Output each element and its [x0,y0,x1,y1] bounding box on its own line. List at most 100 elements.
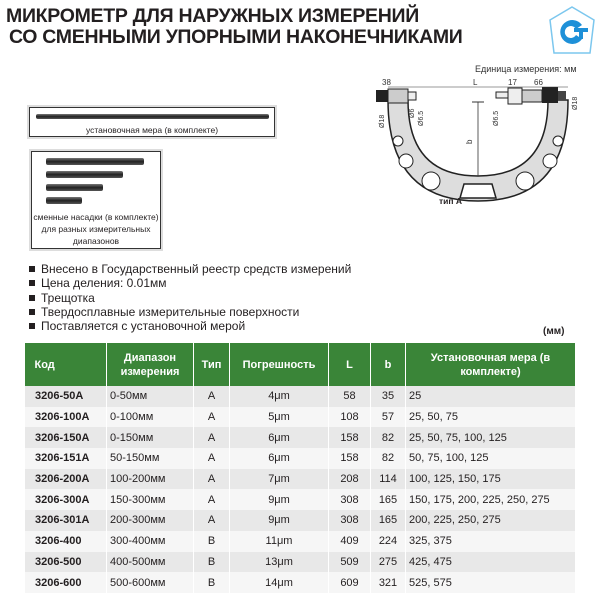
col-header: L [328,343,371,386]
table-cell: 3206-50A [24,386,107,407]
table-cell: 114 [370,468,406,490]
table-cell: 3206-200A [24,468,107,490]
table-cell: 0-50мм [106,386,194,407]
setting-rod-image: установочная мера (в комплекте) [27,105,277,139]
table-row: 3206-400 300-400мм B 11μm 409 224 325, 375 [24,530,575,552]
table-cell: 25, 50, 75, 100, 125 [405,427,575,449]
table-cell: 3206-500 [24,551,107,573]
table-cell: 150, 175, 200, 225, 250, 275 [405,489,575,511]
table-cell: A [193,510,230,531]
table-cell: 3206-151A [24,448,107,469]
table-cell: 500-600мм [106,572,194,593]
table-cell: 200-300мм [106,510,194,531]
table-cell: 150-300мм [106,489,194,511]
table-cell: 3206-300A [24,489,107,511]
gost-logo-icon [549,6,595,54]
table-cell: 4μm [229,386,329,407]
table-cell: 425, 475 [405,551,575,573]
setting-rod-caption: установочная мера (в комплекте) [85,125,219,135]
table-cell: A [193,468,230,490]
feature-item: Внесено в Государственный реестр средств… [28,262,351,276]
table-cell: 9μm [229,489,329,511]
table-cell: A [193,489,230,511]
table-row: 3206-50A 0-50мм A 4μm 58 35 25 [24,386,575,407]
table-cell: 165 [370,489,406,511]
table-cell: 158 [328,427,371,449]
table-cell: 308 [328,510,371,531]
table-cell: 509 [328,551,371,573]
table-cell: 14μm [229,572,329,593]
table-row: 3206-200A 100-200мм A 7μm 208 114 100, 125, 15… [24,468,575,490]
col-header: Код [24,343,107,386]
table-cell: 9μm [229,510,329,531]
table-cell: 82 [370,448,406,469]
table-cell: A [193,427,230,449]
table-cell: 409 [328,530,371,552]
col-header: b [370,343,406,386]
dim-38: 38 [382,78,391,87]
table-cell: 224 [370,530,406,552]
table-header-row: Код Диапазон измерения Тип Погрешность L… [24,343,575,386]
table-cell: 25, 50, 75 [405,406,575,428]
page-title: МИКРОМЕТР ДЛЯ НАРУЖНЫХ ИЗМЕРЕНИЙ СО СМЕН… [6,6,463,48]
unit-note: Единица измерения: мм [475,64,577,74]
table-cell: 525, 575 [405,572,575,593]
table-cell: 50, 75, 100, 125 [405,448,575,469]
units-label: (мм) [543,326,565,337]
table-cell: 308 [328,489,371,511]
table-cell: 300-400мм [106,530,194,552]
table-cell: B [193,551,230,573]
table-row: 3206-500 400-500мм B 13μm 509 275 425, 475 [24,551,575,573]
table-cell: 0-150мм [106,427,194,449]
table-cell: 3206-301A [24,510,107,531]
table-cell: 400-500мм [106,551,194,573]
dim-d18-left: Ø18 [379,115,386,128]
feature-list: Внесено в Государственный реестр средств… [28,262,351,333]
dim-d18-right: Ø18 [572,97,579,110]
table-cell: 13μm [229,551,329,573]
table-cell: 3206-400 [24,530,107,552]
drawing-caption: тип A [439,196,463,206]
table-cell: 6μm [229,448,329,469]
table-cell: 609 [328,572,371,593]
table-cell: A [193,386,230,407]
dim-d65-right: Ø6.5 [493,111,500,126]
table-row: 3206-301A 200-300мм A 9μm 308 165 200, 225, 25… [24,510,575,531]
table-cell: A [193,448,230,469]
table-cell: 50-150мм [106,448,194,469]
specs-table: Код Диапазон измерения Тип Погрешность L… [24,343,575,593]
table-cell: 57 [370,406,406,428]
table-cell: 158 [328,448,371,469]
table-cell: 208 [328,468,371,490]
table-cell: 0-100мм [106,406,194,428]
col-header: Диапазон измерения [106,343,194,386]
table-cell: A [193,406,230,428]
col-header: Тип [193,343,230,386]
feature-item: Поставляется с установочной мерой [28,319,351,333]
title-line-1: МИКРОМЕТР ДЛЯ НАРУЖНЫХ ИЗМЕРЕНИЙ [6,5,419,27]
dim-d65-left: Ø6.5 [418,111,425,126]
table-cell: 7μm [229,468,329,490]
dim-L: L [473,78,478,87]
table-cell: 3206-600 [24,572,107,593]
table-cell: 58 [328,386,371,407]
table-cell: 11μm [229,530,329,552]
table-cell: B [193,530,230,552]
table-cell: 82 [370,427,406,449]
table-cell: 3206-100A [24,406,107,428]
table-row: 3206-300A 150-300мм A 9μm 308 165 150, 175, 20… [24,489,575,511]
micrometer-drawing: 38 L 17 66 b Ø18 Ø6 Ø6.5 Ø6.5 Ø18 [376,78,579,202]
table-cell: 200, 225, 250, 275 [405,510,575,531]
table-row: 3206-150A 0-150мм A 6μm 158 82 25, 50, 75, 100… [24,427,575,449]
feature-item: Трещотка [28,291,351,305]
table-cell: 100-200мм [106,468,194,490]
feature-item: Цена деления: 0.01мм [28,276,351,290]
dim-17: 17 [508,78,517,87]
table-cell: 6μm [229,427,329,449]
table-row: 3206-600 500-600мм B 14μm 609 321 525, 575 [24,572,575,593]
col-header: Погрешность [229,343,329,386]
table-cell: 25 [405,386,575,407]
table-cell: 3206-150A [24,427,107,449]
table-cell: 35 [370,386,406,407]
anvils-image: сменные насадки (в комплекте) для разных… [29,149,163,251]
